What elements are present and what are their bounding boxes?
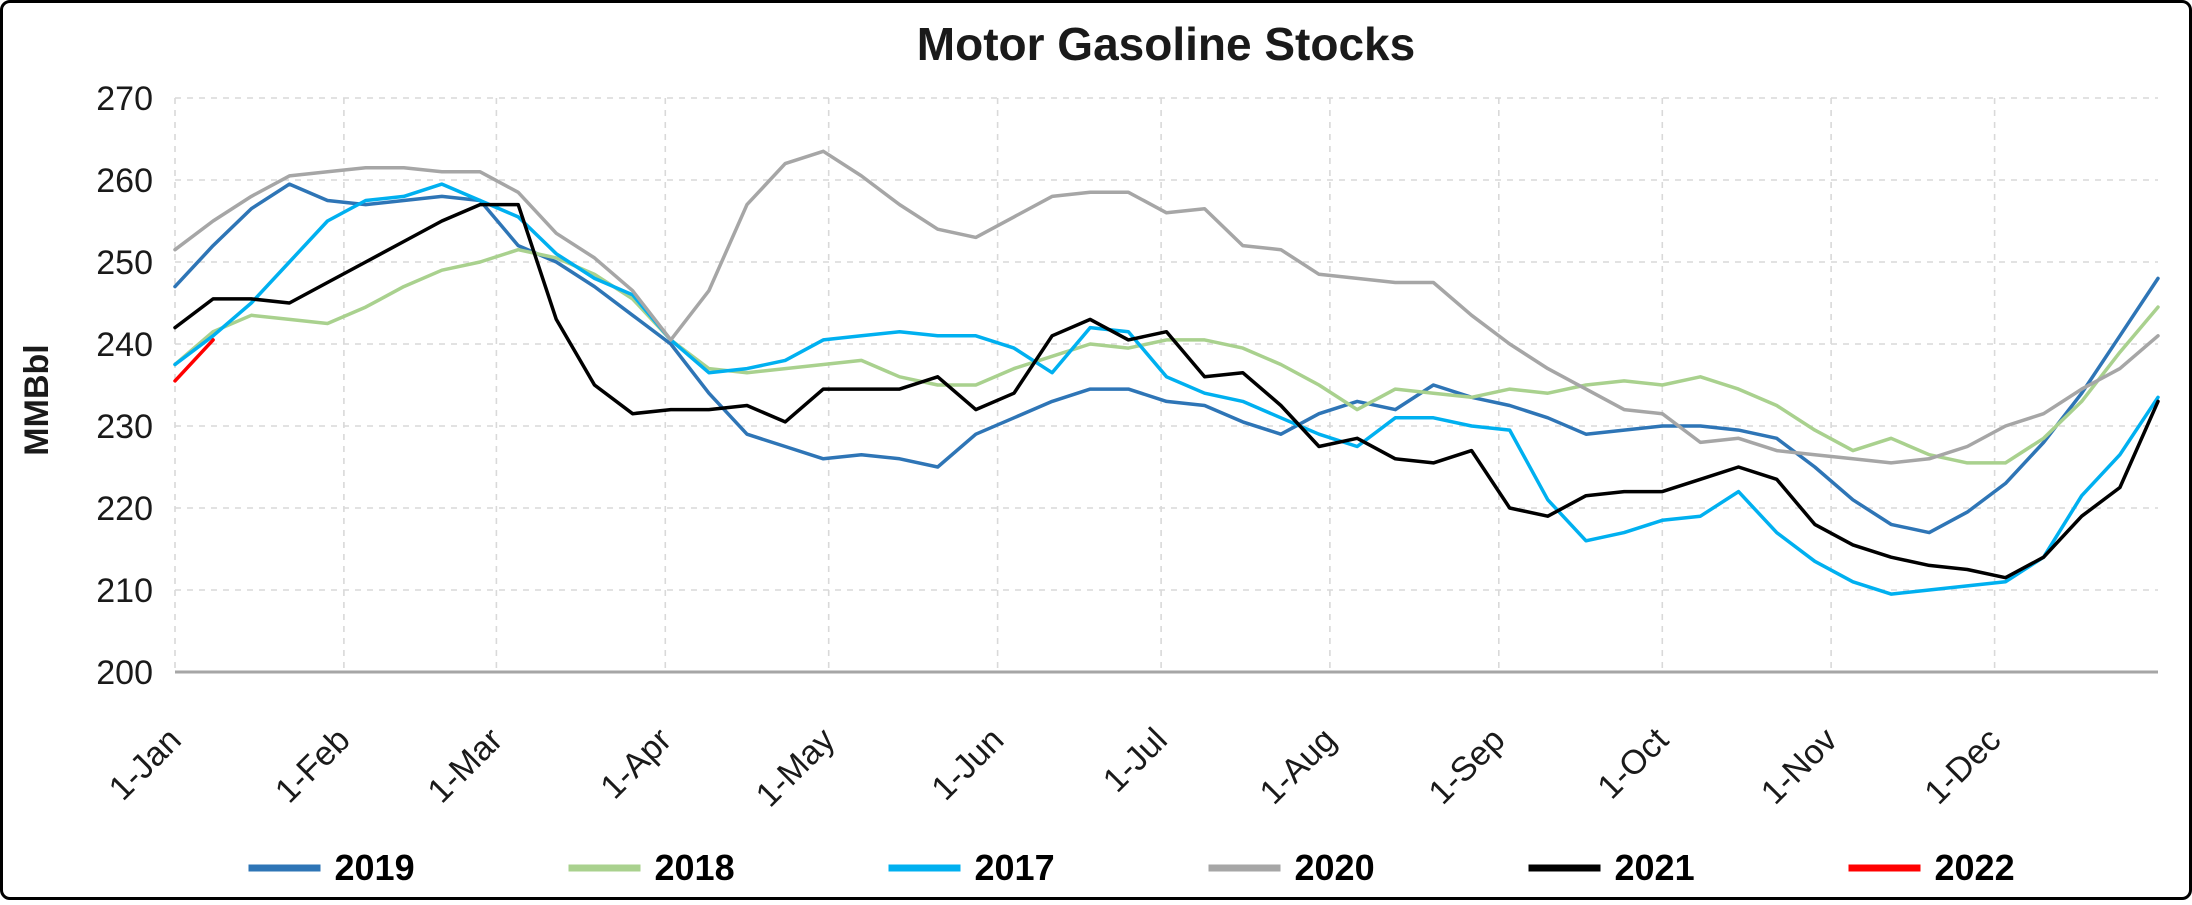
legend: 2019 2018 2017 2020 2021 2022: [249, 847, 2015, 888]
y-tick-label: 270: [96, 80, 153, 118]
series-line-2021: [175, 205, 2158, 578]
y-axis-title: MMBbl: [18, 344, 56, 455]
y-tick-label: 240: [96, 326, 153, 364]
legend-label-2021: 2021: [1615, 847, 1695, 888]
x-tick-label: 1-Jan: [102, 721, 189, 808]
legend-label-2017: 2017: [975, 847, 1055, 888]
y-tick-label: 220: [96, 490, 153, 528]
x-tick-label: 1-Mar: [420, 721, 510, 811]
y-tick-label: 260: [96, 162, 153, 200]
x-tick-label: 1-May: [749, 721, 843, 815]
legend-label-2020: 2020: [1295, 847, 1375, 888]
x-tick-label: 1-Dec: [1917, 721, 2008, 812]
x-tick-label: 1-Apr: [593, 721, 679, 807]
x-tick-label: 1-Aug: [1253, 721, 1344, 812]
series-line-2019: [175, 184, 2158, 532]
legend-label-2019: 2019: [335, 847, 415, 888]
x-tick-label: 1-Oct: [1590, 720, 1676, 806]
x-tick-label: 1-Sep: [1421, 721, 1512, 812]
y-tick-label: 250: [96, 244, 153, 282]
chart-title: Motor Gasoline Stocks: [917, 18, 1415, 70]
series-line-2017: [175, 184, 2158, 594]
x-tick-label: 1-Jun: [924, 721, 1011, 808]
series-line-2018: [175, 250, 2158, 463]
x-tick-label: 1-Nov: [1754, 721, 1845, 812]
x-tick-label: 1-Jul: [1096, 721, 1175, 800]
legend-label-2018: 2018: [655, 847, 735, 888]
y-tick-label: 210: [96, 572, 153, 610]
y-tick-label: 230: [96, 408, 153, 446]
series-layer: [175, 151, 2158, 594]
y-tick-label: 200: [96, 654, 153, 692]
legend-label-2022: 2022: [1935, 847, 2015, 888]
x-tick-label: 1-Feb: [268, 721, 358, 811]
